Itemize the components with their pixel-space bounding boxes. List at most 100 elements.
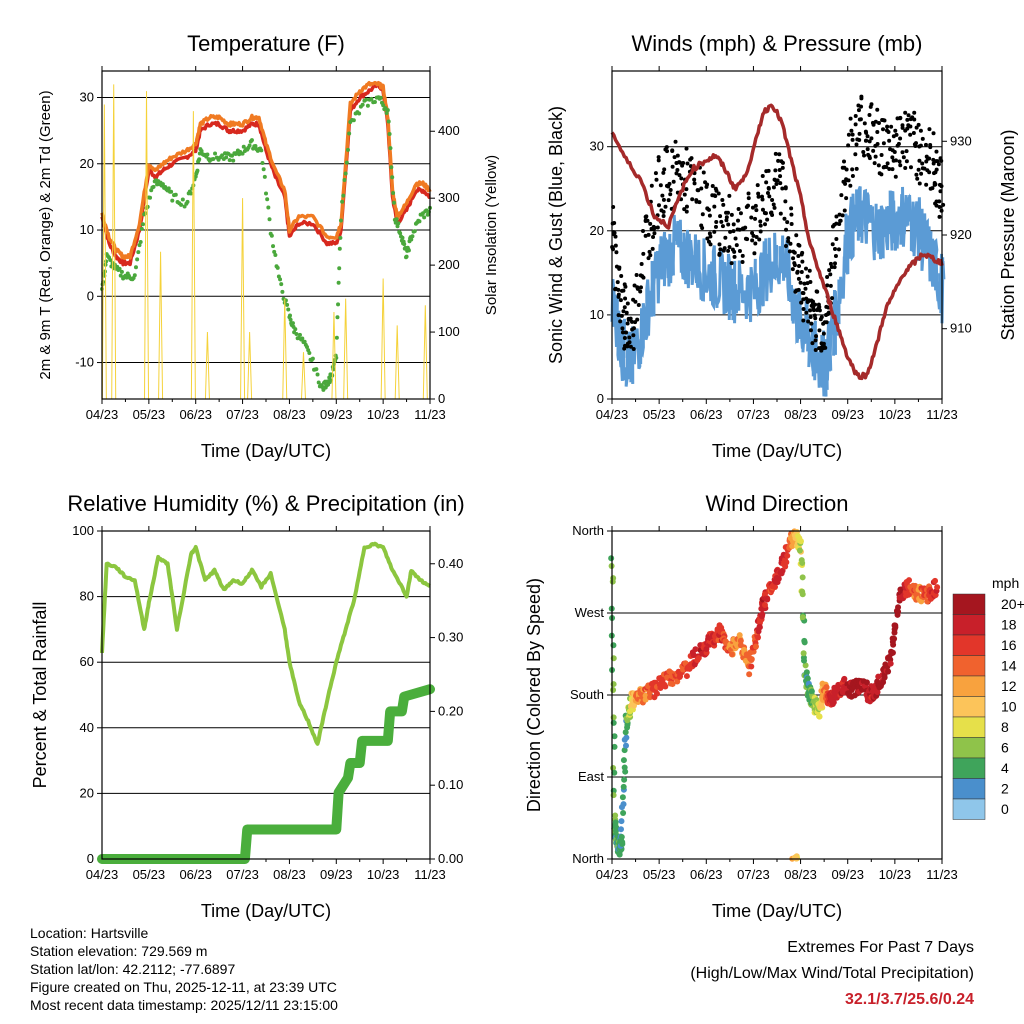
ytick-label: 80 — [80, 589, 94, 604]
gust-point — [801, 307, 806, 312]
xtick-label: 07/23 — [226, 867, 259, 882]
xtick-label: 08/23 — [784, 407, 817, 422]
ytick-label: 40 — [80, 720, 94, 735]
gust-point — [813, 338, 818, 343]
gust-point — [826, 310, 831, 315]
y-axis-label: Percent & Total Rainfall — [30, 602, 50, 789]
legend-label: 10 — [1001, 699, 1017, 715]
gust-point — [918, 128, 923, 133]
legend-label: 12 — [1001, 678, 1017, 694]
y2tick-label: 0.10 — [438, 777, 463, 792]
gust-point — [867, 113, 872, 118]
direction-point — [761, 602, 768, 609]
gust-point — [777, 168, 782, 173]
gust-point — [862, 153, 867, 158]
gust-point — [767, 194, 772, 199]
dewpoint-point — [197, 157, 202, 162]
series-line — [100, 80, 432, 261]
gust-point — [616, 287, 621, 292]
gust-point — [760, 207, 765, 212]
direction-point — [892, 624, 899, 631]
gust-point — [754, 208, 759, 213]
ytick-label: West — [575, 605, 605, 620]
dewpoint-point — [293, 327, 298, 332]
gust-point — [808, 308, 813, 313]
dewpoint-point — [351, 118, 356, 123]
dewpoint-point — [343, 171, 348, 176]
y2tick-label: 100 — [438, 324, 460, 339]
gust-point — [810, 341, 815, 346]
dewpoint-point — [265, 197, 270, 202]
gust-point — [783, 185, 788, 190]
gust-point — [937, 204, 942, 209]
xtick-label: 10/23 — [879, 407, 912, 422]
gust-point — [773, 151, 778, 156]
ytick-label: North — [572, 523, 604, 538]
dewpoint-point — [132, 273, 137, 278]
gust-point — [893, 128, 898, 133]
gust-point — [773, 168, 778, 173]
dewpoint-point — [402, 242, 407, 247]
gust-point — [825, 274, 830, 279]
dewpoint-point — [271, 244, 276, 249]
direction-point — [880, 679, 887, 686]
gust-point — [808, 280, 813, 285]
gust-point — [616, 313, 621, 318]
dewpoint-point — [249, 138, 254, 143]
gust-point — [813, 302, 818, 307]
gust-point — [682, 207, 687, 212]
dewpoint-point — [272, 249, 277, 254]
gust-point — [749, 215, 754, 220]
ytick-label: 10 — [590, 307, 604, 322]
gust-point — [707, 213, 712, 218]
gust-point — [770, 198, 775, 203]
dewpoint-point — [335, 315, 340, 320]
gust-point — [879, 172, 884, 177]
dewpoint-point — [240, 151, 245, 156]
gust-point — [937, 214, 942, 219]
xtick-label: 06/23 — [179, 867, 212, 882]
xtick-label: 10/23 — [367, 407, 400, 422]
gust-point — [620, 330, 625, 335]
gust-point — [643, 214, 648, 219]
y2tick-label: 0.00 — [438, 851, 463, 866]
gust-point — [842, 159, 847, 164]
gust-point — [911, 131, 916, 136]
gust-point — [689, 156, 694, 161]
direction-point — [799, 574, 806, 581]
gust-point — [625, 301, 630, 306]
dewpoint-point — [273, 253, 278, 258]
direction-point — [623, 742, 630, 749]
gust-point — [621, 288, 626, 293]
dewpoint-point — [337, 266, 342, 271]
gust-point — [707, 231, 712, 236]
gust-point — [677, 160, 682, 165]
gust-point — [771, 202, 776, 207]
gust-point — [800, 250, 805, 255]
gust-point — [778, 174, 783, 179]
dewpoint-point — [391, 200, 396, 205]
gust-point — [809, 321, 814, 326]
y-axis-label: 2m & 9m T (Red, Orange) & 2m Td (Green) — [37, 90, 54, 379]
gust-point — [753, 241, 758, 246]
xtick-label: 07/23 — [737, 407, 770, 422]
dewpoint-point — [338, 218, 343, 223]
dewpoint-point — [310, 356, 315, 361]
gust-point — [923, 142, 928, 147]
gust-point — [811, 308, 816, 313]
solar-spike — [240, 198, 246, 400]
gust-point — [848, 183, 853, 188]
direction-point — [801, 639, 808, 646]
gust-point — [897, 159, 902, 164]
gust-point — [850, 174, 855, 179]
gust-point — [682, 192, 687, 197]
precip-line — [97, 684, 435, 864]
direction-point — [804, 675, 811, 682]
gust-point — [903, 166, 908, 171]
gust-point — [726, 248, 731, 253]
direction-point — [895, 608, 902, 615]
gust-point — [661, 209, 666, 214]
legend-swatch — [952, 634, 986, 656]
legend-label: 4 — [1001, 760, 1009, 776]
gust-point — [675, 153, 680, 158]
